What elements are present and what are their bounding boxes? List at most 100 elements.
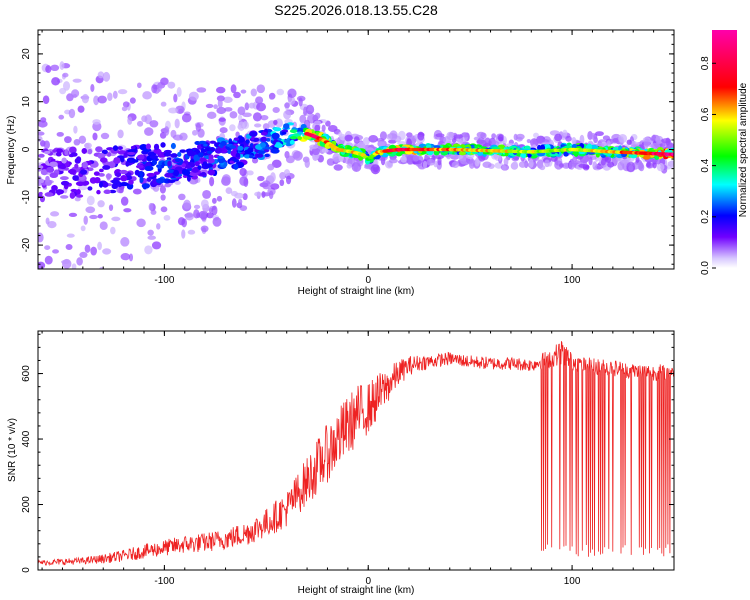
spectrogram-cell — [134, 169, 140, 176]
spectrogram-cell — [112, 90, 118, 99]
spectrogram-cell — [120, 196, 129, 206]
spectrogram-cell — [74, 157, 81, 164]
spectrogram-cell — [178, 193, 186, 201]
spectrogram-cell — [417, 131, 425, 141]
spectrogram-cell — [265, 137, 271, 142]
spectrogram-cell — [147, 235, 156, 240]
spectrogram-cell — [70, 152, 78, 157]
spectrogram-cell — [92, 119, 101, 125]
spectrogram-cell — [637, 161, 643, 171]
spectrogram-cell — [101, 149, 108, 155]
spectrogram-cell — [102, 165, 111, 170]
spectrogram-cell — [503, 157, 509, 167]
spectrogram-cell — [119, 181, 129, 187]
spectrogram-cell — [618, 134, 628, 143]
spectrogram-cell — [274, 143, 283, 148]
spectrogram-cell — [229, 124, 236, 132]
spectrogram-cell — [234, 192, 244, 199]
spectrogram-cell — [100, 132, 110, 140]
spectrogram-cell — [362, 137, 370, 145]
spectrogram-cell — [117, 89, 128, 95]
spectrogram-cell — [254, 191, 262, 197]
y-tick-label: 400 — [21, 430, 32, 447]
chart-title: S225.2026.018.13.55.C28 — [274, 2, 438, 18]
spectrogram-cell — [646, 161, 651, 168]
spectrogram-cell — [102, 71, 111, 82]
spectrogram-cell — [229, 145, 237, 149]
spectrogram-cell — [563, 151, 569, 157]
spectrogram-cell — [303, 106, 308, 116]
spectrogram-cell — [159, 185, 166, 194]
spectrogram-cell — [117, 146, 123, 150]
spectrogram-cell — [251, 157, 259, 164]
spectrogram-cell — [43, 150, 51, 155]
spectrogram-cell — [218, 117, 226, 122]
colorbar: 0.0 0.2 0.4 0.6 0.8 Normalized spectral ampl… — [700, 30, 749, 275]
spectrogram-cell — [283, 169, 291, 177]
x-tick-label: 100 — [564, 576, 581, 587]
spectrogram-cell — [113, 157, 121, 165]
spectrogram-cell — [45, 65, 52, 74]
spectrogram-cell — [655, 135, 664, 145]
spectrogram-cell — [38, 282, 44, 288]
spectrogram-cell — [49, 172, 59, 179]
spectrogram-cell — [272, 106, 280, 113]
spectrogram-cell — [173, 93, 178, 103]
spectrogram-cell — [242, 193, 248, 201]
spectrogram-cell — [115, 172, 122, 178]
spectrogram-cell — [128, 253, 134, 262]
spectrogram-cell — [200, 225, 209, 233]
spectrogram-cell — [216, 155, 224, 159]
spectrogram-cell — [504, 151, 509, 157]
spectrogram-cell — [283, 123, 290, 130]
spectrogram-cell — [252, 112, 262, 122]
spectrogram-cell — [212, 217, 222, 227]
spectrogram-cell — [237, 145, 244, 151]
spectrogram-cell — [47, 220, 57, 229]
spectrogram-cell — [174, 118, 180, 129]
spectrogram-cell — [461, 132, 470, 138]
spectrogram-cell — [243, 154, 252, 159]
spectrogram-cell — [533, 132, 539, 139]
spectrogram-cell — [221, 174, 231, 184]
spectrogram-cell — [271, 132, 280, 140]
spectrogram-cell — [87, 186, 93, 191]
spectrogram-cell — [59, 176, 69, 181]
spectrogram-cell — [149, 155, 159, 159]
spectrogram-cell — [149, 120, 159, 128]
spectrogram-cell — [66, 233, 75, 238]
spectrogram-cell — [237, 124, 242, 130]
spectrogram-cell — [72, 175, 79, 181]
spectrogram-cell — [87, 148, 93, 155]
spectrogram-cell — [338, 131, 343, 137]
spectrogram-cell — [193, 154, 200, 162]
spectrogram-cell — [620, 159, 630, 164]
spectrogram-cell — [216, 86, 226, 94]
spectrogram-cell — [612, 138, 619, 143]
colorbar-tick-label: 0.4 — [700, 158, 711, 172]
spectrogram-cell — [198, 152, 204, 158]
spectrogram-cell — [80, 180, 90, 186]
spectrogram-cell — [220, 140, 227, 146]
spectrogram-cell — [58, 114, 65, 120]
spectrogram-cell — [242, 121, 250, 130]
spectrogram-cell — [157, 164, 162, 169]
spectrogram-cell — [285, 175, 292, 185]
spectrogram-cell — [51, 77, 61, 86]
spectrogram-cell — [71, 263, 77, 269]
spectrogram-cell — [453, 134, 464, 139]
colorbar-gradient — [712, 30, 737, 268]
spectrogram-cell — [73, 269, 78, 276]
spectrogram-cell — [285, 155, 295, 164]
spectrogram-cell — [125, 161, 130, 167]
spectrogram-cell — [42, 95, 50, 105]
spectrogram-cell — [111, 216, 121, 222]
spectrogram-cell — [75, 194, 84, 198]
spectrogram-cell — [260, 136, 267, 142]
spectrogram-cell — [181, 163, 186, 168]
spectrogram-cell — [156, 177, 165, 184]
y-tick-label: -10 — [21, 190, 32, 205]
spectrogram-cell — [44, 192, 54, 197]
spectrogram-cell — [123, 208, 132, 213]
